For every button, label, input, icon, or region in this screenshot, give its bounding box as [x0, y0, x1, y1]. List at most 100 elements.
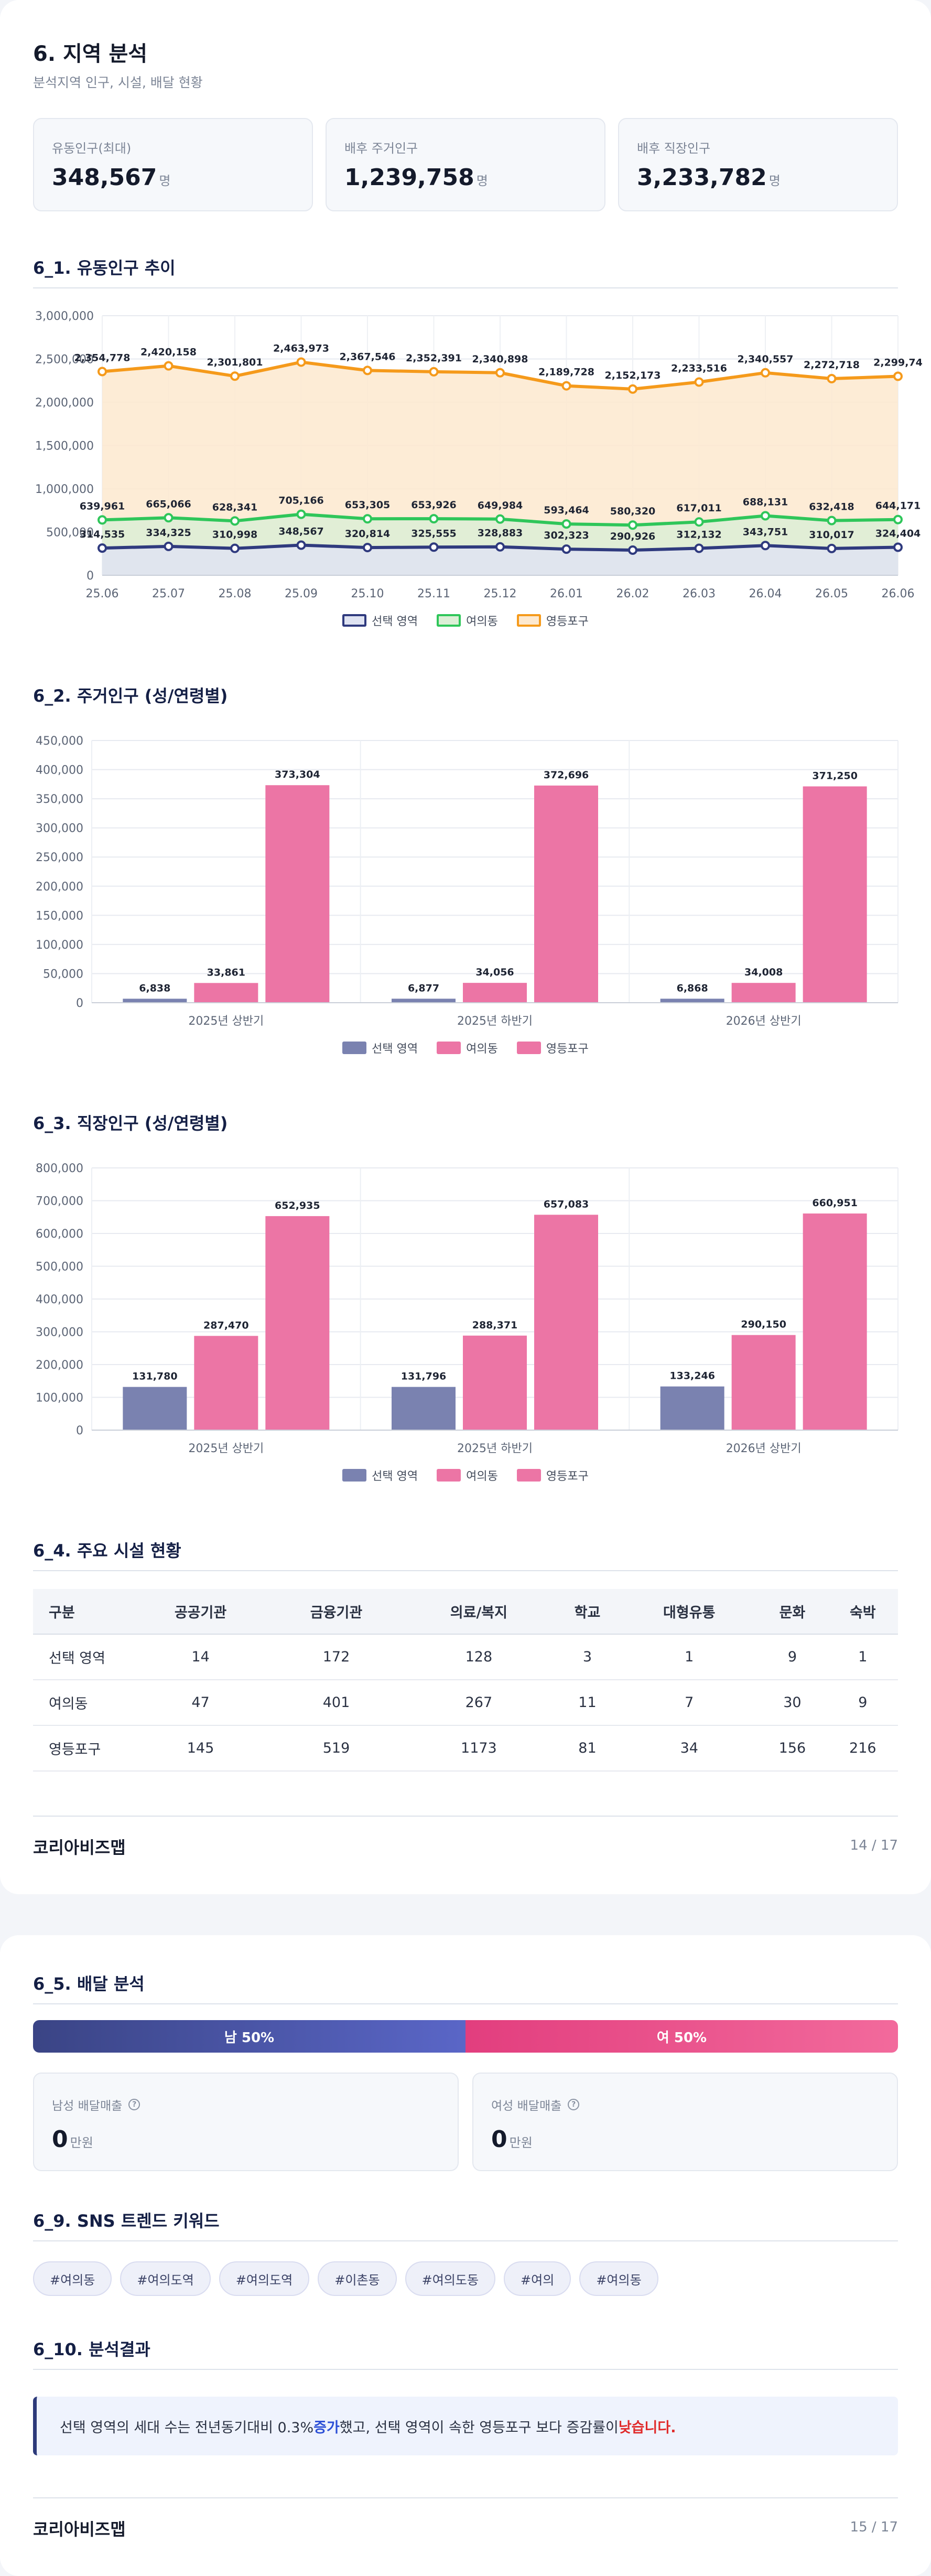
- worker-pop-chart: 0 100,000 200,000 300,000 400,000 500,000 600,…: [36, 1162, 898, 1455]
- data-point: [98, 543, 107, 553]
- data-label: 2,340,557: [738, 353, 794, 365]
- section-title-floating: 6_1. 유동인구 추이: [33, 258, 176, 278]
- data-point: [827, 543, 837, 553]
- data-label: 325,555: [411, 528, 457, 539]
- table-cell: 여의동: [33, 1680, 133, 1726]
- bar: [265, 1216, 330, 1430]
- y-tick-label: 350,000: [36, 793, 83, 806]
- table-row: 선택 영역 14 172 128 3 1 9 1: [33, 1634, 898, 1680]
- help-icon[interactable]: ?: [568, 2099, 580, 2110]
- data-label: 373,304: [275, 769, 320, 780]
- data-point: [694, 543, 704, 553]
- table-cell: 선택 영역: [33, 1634, 133, 1680]
- data-point: [628, 384, 637, 394]
- bar: [731, 1335, 796, 1430]
- y-tick-label: 500,000: [36, 1261, 83, 1274]
- worker-pop-card: 배후 직장인구 3,233,782 명: [618, 118, 898, 211]
- sns-keyword-tag[interactable]: #여의도동: [405, 2261, 496, 2296]
- sns-keyword-tag[interactable]: #여의동: [33, 2261, 112, 2296]
- data-label: 617,011: [676, 502, 722, 514]
- data-label: 320,814: [345, 528, 391, 540]
- x-tick-label: 26.05: [815, 587, 848, 600]
- data-label: 660,951: [812, 1197, 858, 1209]
- data-label: 6,877: [408, 982, 439, 994]
- data-point: [230, 516, 240, 526]
- section-divider: [33, 1570, 898, 1571]
- data-point: [363, 514, 372, 524]
- data-label: 6,838: [139, 982, 170, 994]
- data-point: [429, 367, 439, 377]
- data-label: 312,132: [676, 529, 722, 540]
- card-value: 0 만원: [491, 2126, 533, 2153]
- x-tick-label: 25.10: [351, 587, 384, 600]
- male-delivery-card: 남성 배달매출? 0 만원: [33, 2073, 459, 2171]
- sns-keyword-tag[interactable]: #여의동: [579, 2261, 658, 2296]
- bar: [392, 999, 456, 1003]
- data-point: [98, 515, 107, 525]
- bar: [534, 785, 598, 1003]
- legend-label: 영등포구: [546, 1043, 589, 1056]
- data-point: [363, 366, 372, 375]
- data-point: [296, 357, 306, 367]
- table-cell: 1: [827, 1634, 898, 1680]
- y-tick-label: 250,000: [36, 851, 83, 864]
- y-tick-label: 300,000: [36, 822, 83, 835]
- data-label: 2,352,391: [406, 352, 462, 364]
- data-point: [230, 543, 240, 553]
- data-label: 34,008: [744, 967, 783, 978]
- y-tick-label: 100,000: [36, 939, 83, 952]
- data-label: 290,926: [610, 531, 656, 542]
- x-tick-label: 26.04: [749, 587, 782, 600]
- data-label: 649,984: [478, 500, 523, 511]
- x-tick-label: 25.11: [417, 587, 450, 600]
- data-point: [363, 543, 372, 553]
- x-tick-label: 2025년 상반기: [188, 1442, 264, 1455]
- data-label: 705,166: [278, 495, 324, 507]
- data-label: 653,305: [345, 499, 391, 511]
- data-point: [694, 377, 704, 387]
- sns-keyword-tag[interactable]: #여의: [504, 2261, 571, 2296]
- page-title: 6. 지역 분석: [33, 42, 148, 66]
- y-tick-label: 0: [76, 997, 83, 1010]
- data-label: 2,301,801: [207, 357, 263, 368]
- bar: [660, 1386, 724, 1430]
- data-point: [429, 542, 439, 552]
- table-header-cell: 공공기관: [133, 1589, 269, 1635]
- legend-label: 선택 영역: [372, 615, 418, 628]
- sns-keyword-tag[interactable]: #이촌동: [318, 2261, 397, 2296]
- table-header-cell: 학교: [553, 1589, 622, 1635]
- table-cell: 1173: [404, 1725, 554, 1772]
- y-tick-label: 500,000: [46, 527, 94, 540]
- bar: [265, 785, 330, 1003]
- legend-swatch: [516, 1042, 541, 1054]
- data-label: 34,056: [475, 967, 514, 978]
- chart-legend: 선택 영역 여의동 영등포구: [0, 1467, 931, 1484]
- data-label: 2,340,898: [472, 353, 528, 365]
- legend-item: 여의동: [437, 612, 498, 629]
- data-label: 287,470: [203, 1319, 249, 1331]
- table-cell: 172: [268, 1634, 405, 1680]
- residential-pop-chart: 0 50,000 100,000 150,000 200,000 250,000 300,0…: [36, 735, 898, 1028]
- section-title-delivery: 6_5. 배달 분석: [33, 1974, 145, 1994]
- table-cell: 401: [268, 1680, 405, 1726]
- result-increase: 증가: [313, 2419, 340, 2436]
- bar: [194, 983, 258, 1003]
- table-cell: 519: [268, 1725, 405, 1772]
- legend-label: 여의동: [466, 1043, 498, 1056]
- data-label: 314,535: [80, 529, 125, 540]
- sns-keyword-tag[interactable]: #여의도역: [219, 2261, 310, 2296]
- table-header-row: 구분 공공기관 금융기관 의료/복지 학교 대형유통 문화 숙박: [33, 1589, 898, 1635]
- x-tick-label: 2026년 상반기: [726, 1442, 802, 1455]
- data-point: [893, 371, 903, 381]
- data-label: 310,998: [212, 529, 258, 541]
- x-tick-label: 26.02: [616, 587, 649, 600]
- male-share-segment: 남 50%: [33, 2020, 465, 2053]
- x-tick-label: 25.12: [484, 587, 517, 600]
- sns-keyword-tag[interactable]: #여의도역: [120, 2261, 211, 2296]
- help-icon[interactable]: ?: [128, 2099, 140, 2110]
- y-tick-label: 200,000: [36, 881, 83, 894]
- data-point: [827, 374, 837, 384]
- x-tick-label: 26.06: [882, 587, 915, 600]
- x-tick-label: 2026년 상반기: [726, 1015, 802, 1028]
- section-title-sns: 6_9. SNS 트렌드 키워드: [33, 2211, 220, 2231]
